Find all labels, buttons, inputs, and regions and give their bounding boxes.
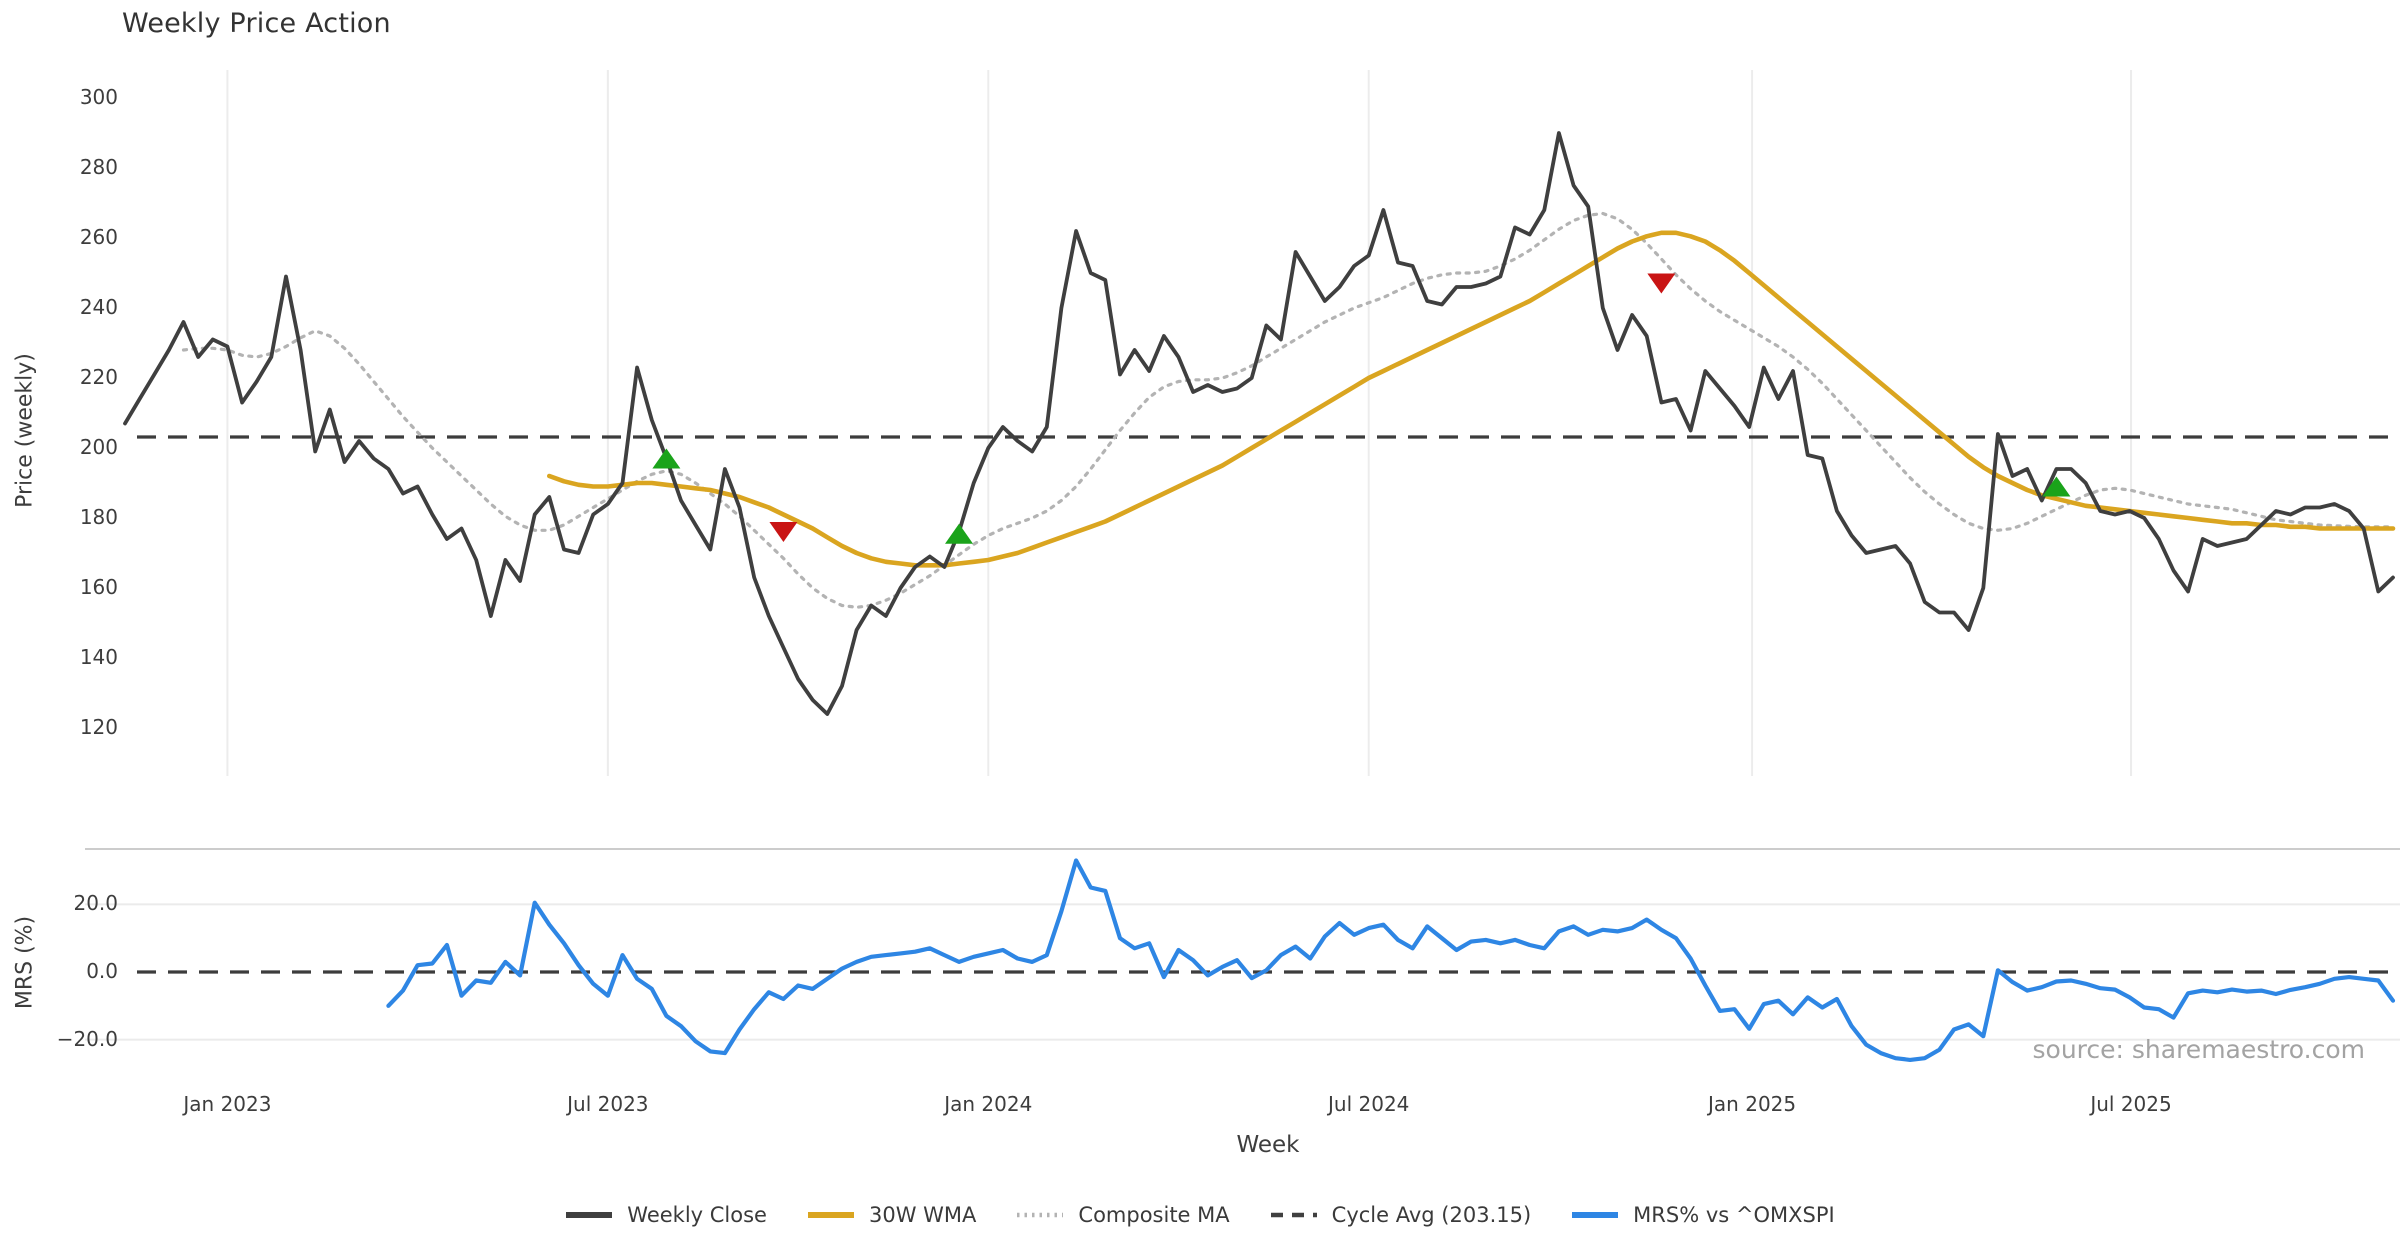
legend-item: 30W WMA	[807, 1203, 976, 1227]
x-tick-label: Jan 2023	[183, 1092, 272, 1116]
x-axis-label: Week	[1236, 1132, 1300, 1158]
legend-swatch	[1572, 1212, 1619, 1218]
mrs-tick-label: 20.0	[73, 891, 118, 916]
x-tick-label: Jul 2023	[567, 1092, 649, 1116]
x-tick-label: Jul 2024	[1328, 1092, 1410, 1116]
legend-item: Cycle Avg (203.15)	[1270, 1203, 1532, 1227]
legend-label: Weekly Close	[627, 1203, 767, 1227]
x-tick-label: Jul 2025	[2090, 1092, 2172, 1116]
price-tick-label: 160	[79, 575, 118, 599]
price-tick-label: 300	[79, 85, 118, 109]
legend-swatch	[1017, 1212, 1064, 1218]
x-tick-label: Jan 2024	[944, 1092, 1033, 1116]
legend-label: 30W WMA	[868, 1203, 977, 1227]
price-tick-label: 120	[79, 715, 118, 739]
legend: Weekly Close 30W WMA Composite MA Cycle Avg…	[0, 1203, 2400, 1227]
weekly-close-line	[123, 131, 2395, 716]
price-tick-label: 140	[79, 645, 118, 669]
price-tick-label: 240	[79, 295, 118, 319]
mrs-tick-label: −20.0	[56, 1026, 118, 1051]
legend-item: Weekly Close	[565, 1203, 767, 1227]
price-tick-label: 180	[79, 505, 118, 529]
mrs-tick-label: 0.0	[86, 959, 118, 983]
legend-swatch	[807, 1212, 854, 1218]
price-tick-label: 260	[79, 225, 118, 249]
legend-item: MRS% vs ^OMXSPI	[1571, 1203, 1835, 1227]
buy-signal-marker	[945, 523, 974, 544]
legend-swatch	[1270, 1212, 1317, 1218]
composite-ma-line	[181, 211, 2395, 609]
buy-signal-marker	[652, 448, 681, 469]
legend-label: Composite MA	[1078, 1203, 1230, 1227]
chart-title: Weekly Price Action	[122, 8, 391, 39]
mrs-line	[386, 858, 2396, 1063]
legend-label: Cycle Avg (203.15)	[1331, 1203, 1532, 1227]
x-tick-label: Jan 2025	[1708, 1092, 1797, 1116]
source-watermark: source: sharemaestro.com	[2032, 1035, 2366, 1064]
sell-signal-marker	[769, 522, 798, 542]
legend-label: MRS% vs ^OMXSPI	[1633, 1203, 1835, 1227]
legend-item: Composite MA	[1016, 1203, 1230, 1227]
buy-signal-marker	[2042, 476, 2071, 497]
wma-30w-line	[546, 230, 2396, 568]
price-tick-label: 200	[79, 435, 118, 459]
legend-swatch	[566, 1212, 613, 1218]
price-axis-label: Price (weekly)	[12, 353, 38, 508]
price-tick-label: 280	[79, 155, 118, 179]
sell-signal-marker	[1647, 273, 1676, 294]
price-tick-label: 220	[79, 365, 118, 389]
